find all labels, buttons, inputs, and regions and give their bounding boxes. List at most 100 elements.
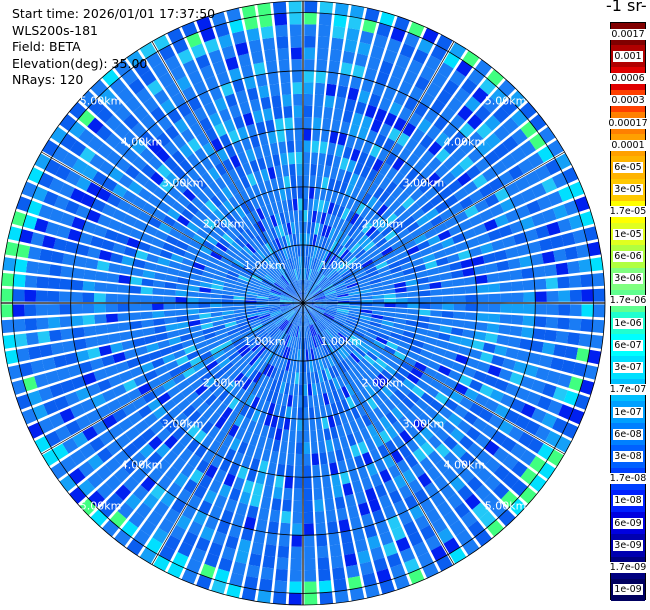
range-gate	[139, 443, 155, 459]
range-gate	[434, 372, 448, 384]
range-gate	[411, 208, 425, 221]
range-gate	[429, 281, 442, 290]
range-gate	[285, 286, 295, 296]
range-gate	[303, 303, 315, 307]
range-gate	[202, 407, 215, 420]
range-ring-label: 4.00km	[444, 136, 486, 149]
range-gate	[467, 113, 483, 130]
range-gate	[314, 322, 322, 334]
range-gate	[262, 277, 274, 286]
range-gate	[452, 278, 465, 287]
range-gate	[123, 476, 139, 493]
range-gate	[476, 312, 489, 322]
range-gate	[304, 47, 316, 60]
range-gate	[321, 236, 328, 249]
range-gate	[399, 547, 416, 563]
range-gate	[541, 177, 558, 194]
range-gate	[553, 248, 567, 262]
range-gate	[208, 541, 223, 557]
range-gate	[384, 230, 397, 242]
range-gate	[187, 424, 201, 438]
range-gate	[225, 381, 237, 393]
range-gate	[50, 251, 65, 264]
range-gate	[467, 148, 483, 164]
range-gate	[262, 37, 276, 51]
range-gate	[222, 361, 234, 373]
range-gate	[347, 312, 360, 318]
range-gate	[350, 262, 362, 272]
range-gate	[104, 228, 119, 242]
colorbar-label: 1.7e-05	[608, 206, 648, 218]
range-gate	[314, 303, 327, 306]
range-gate	[282, 346, 289, 359]
range-gate	[239, 403, 250, 417]
range-gate	[271, 354, 280, 367]
range-gate	[340, 62, 353, 76]
range-gate	[414, 75, 430, 92]
range-gate	[360, 165, 371, 179]
range-gate	[276, 463, 286, 477]
range-gate	[286, 140, 295, 153]
range-gate	[532, 328, 546, 341]
range-gate	[441, 171, 456, 186]
range-gate	[283, 175, 291, 189]
range-gate	[419, 457, 434, 472]
range-gate	[264, 258, 274, 269]
range-gate	[242, 245, 254, 257]
range-gate	[485, 132, 501, 149]
range-gate	[369, 347, 381, 358]
range-gate	[222, 158, 234, 172]
range-gate	[304, 326, 307, 338]
range-gate	[159, 249, 173, 260]
range-gate	[325, 297, 338, 301]
range-gate	[279, 299, 292, 302]
range-gate	[242, 332, 255, 341]
range-gate	[202, 186, 215, 199]
range-gate	[449, 519, 466, 537]
range-gate	[323, 265, 333, 276]
range-gate	[256, 298, 269, 302]
range-gate	[218, 237, 231, 249]
range-gate	[416, 321, 430, 329]
range-gate	[359, 315, 372, 321]
range-gate	[257, 435, 267, 449]
range-gate	[308, 337, 313, 349]
range-gate	[232, 513, 245, 528]
range-gate	[285, 287, 295, 296]
range-gate	[378, 241, 391, 253]
range-gate	[230, 262, 243, 272]
range-gate	[316, 164, 325, 177]
range-gate	[226, 583, 242, 599]
range-gate	[91, 393, 106, 408]
range-gate	[266, 365, 275, 378]
range-gate	[410, 227, 424, 239]
range-gate	[251, 210, 261, 223]
range-gate	[79, 443, 96, 460]
range-gate	[357, 344, 369, 354]
range-gate	[27, 200, 43, 216]
range-gate	[364, 487, 378, 502]
range-gate	[317, 36, 330, 49]
range-gate	[177, 541, 194, 558]
range-gate	[338, 361, 347, 374]
range-gate	[129, 312, 142, 321]
range-gate	[384, 152, 398, 167]
range-gate	[35, 304, 48, 316]
range-gate	[261, 144, 271, 157]
range-gate	[406, 314, 419, 321]
range-gate	[419, 246, 433, 257]
range-gate	[469, 189, 484, 204]
range-gate	[64, 200, 80, 215]
range-gate	[303, 128, 312, 141]
range-gate	[315, 417, 323, 431]
range-gate	[329, 241, 338, 253]
range-gate	[288, 258, 294, 270]
range-gate	[251, 342, 262, 353]
range-gate	[334, 244, 344, 256]
range-gate	[293, 93, 303, 106]
range-gate	[396, 345, 409, 356]
range-gate	[396, 250, 409, 261]
range-gate	[310, 285, 319, 295]
range-gate	[236, 278, 249, 285]
range-gate	[118, 370, 133, 383]
